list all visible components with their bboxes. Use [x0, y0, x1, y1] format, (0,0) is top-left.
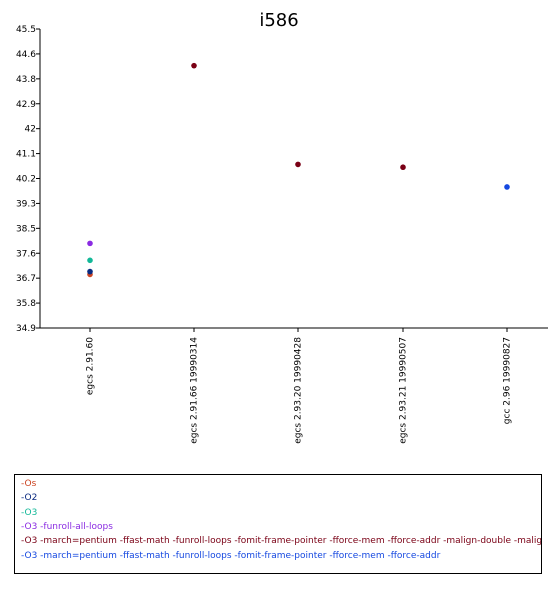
legend-entry: -O3 -march=pentium -ffast-math -funroll-… [21, 536, 542, 547]
chart: i586 45.5 44.6 43.8 42.9 42 41.1 40.2 39.3 38.5 3… [16, 10, 548, 444]
data-point [400, 164, 406, 171]
chart-title: i586 [259, 10, 298, 31]
y-tick-label: 39.3 [16, 199, 36, 209]
y-tick-label: 36.7 [16, 274, 36, 284]
y-tick-label: 42 [25, 125, 36, 135]
data-point [87, 240, 93, 247]
y-tick-label: 35.8 [16, 299, 36, 309]
y-tick-label: 42.9 [16, 100, 36, 110]
x-tick-label: egcs 2.93.21 19990507 [399, 337, 409, 444]
y-tick-label: 40.2 [16, 175, 36, 185]
data-point [87, 257, 93, 264]
data-point [504, 184, 510, 190]
x-tick-label: egcs 2.91.66 19990314 [190, 337, 200, 444]
data-point [87, 268, 93, 275]
legend-entry: -O2 [21, 493, 38, 504]
legend: -Os -O2 -O3 -O3 -funroll-all-loops -O3 -marc… [14, 474, 542, 574]
y-tick-label: 45.5 [16, 25, 36, 35]
legend-entry: -O3 -march=pentium -ffast-math -funroll-… [21, 550, 441, 561]
legend-entry: -O3 -funroll-all-loops [21, 521, 113, 532]
y-tick-label: 38.5 [16, 224, 36, 234]
legend-entry: -Os [21, 479, 37, 489]
x-tick-label: egcs 2.93.20 19990428 [294, 337, 304, 444]
x-tick-label: gcc 2.96 19990827 [503, 337, 513, 424]
y-tick-label: 43.8 [16, 75, 36, 85]
data-point [295, 161, 301, 168]
y-tick-label: 34.9 [16, 324, 36, 334]
data-point [191, 62, 197, 69]
x-tick-label: egcs 2.91.60 [86, 337, 96, 395]
y-tick-label: 41.1 [16, 150, 36, 160]
y-tick-label: 44.6 [16, 50, 36, 60]
legend-entry: -O3 [21, 507, 38, 518]
y-tick-label: 37.6 [16, 249, 36, 259]
